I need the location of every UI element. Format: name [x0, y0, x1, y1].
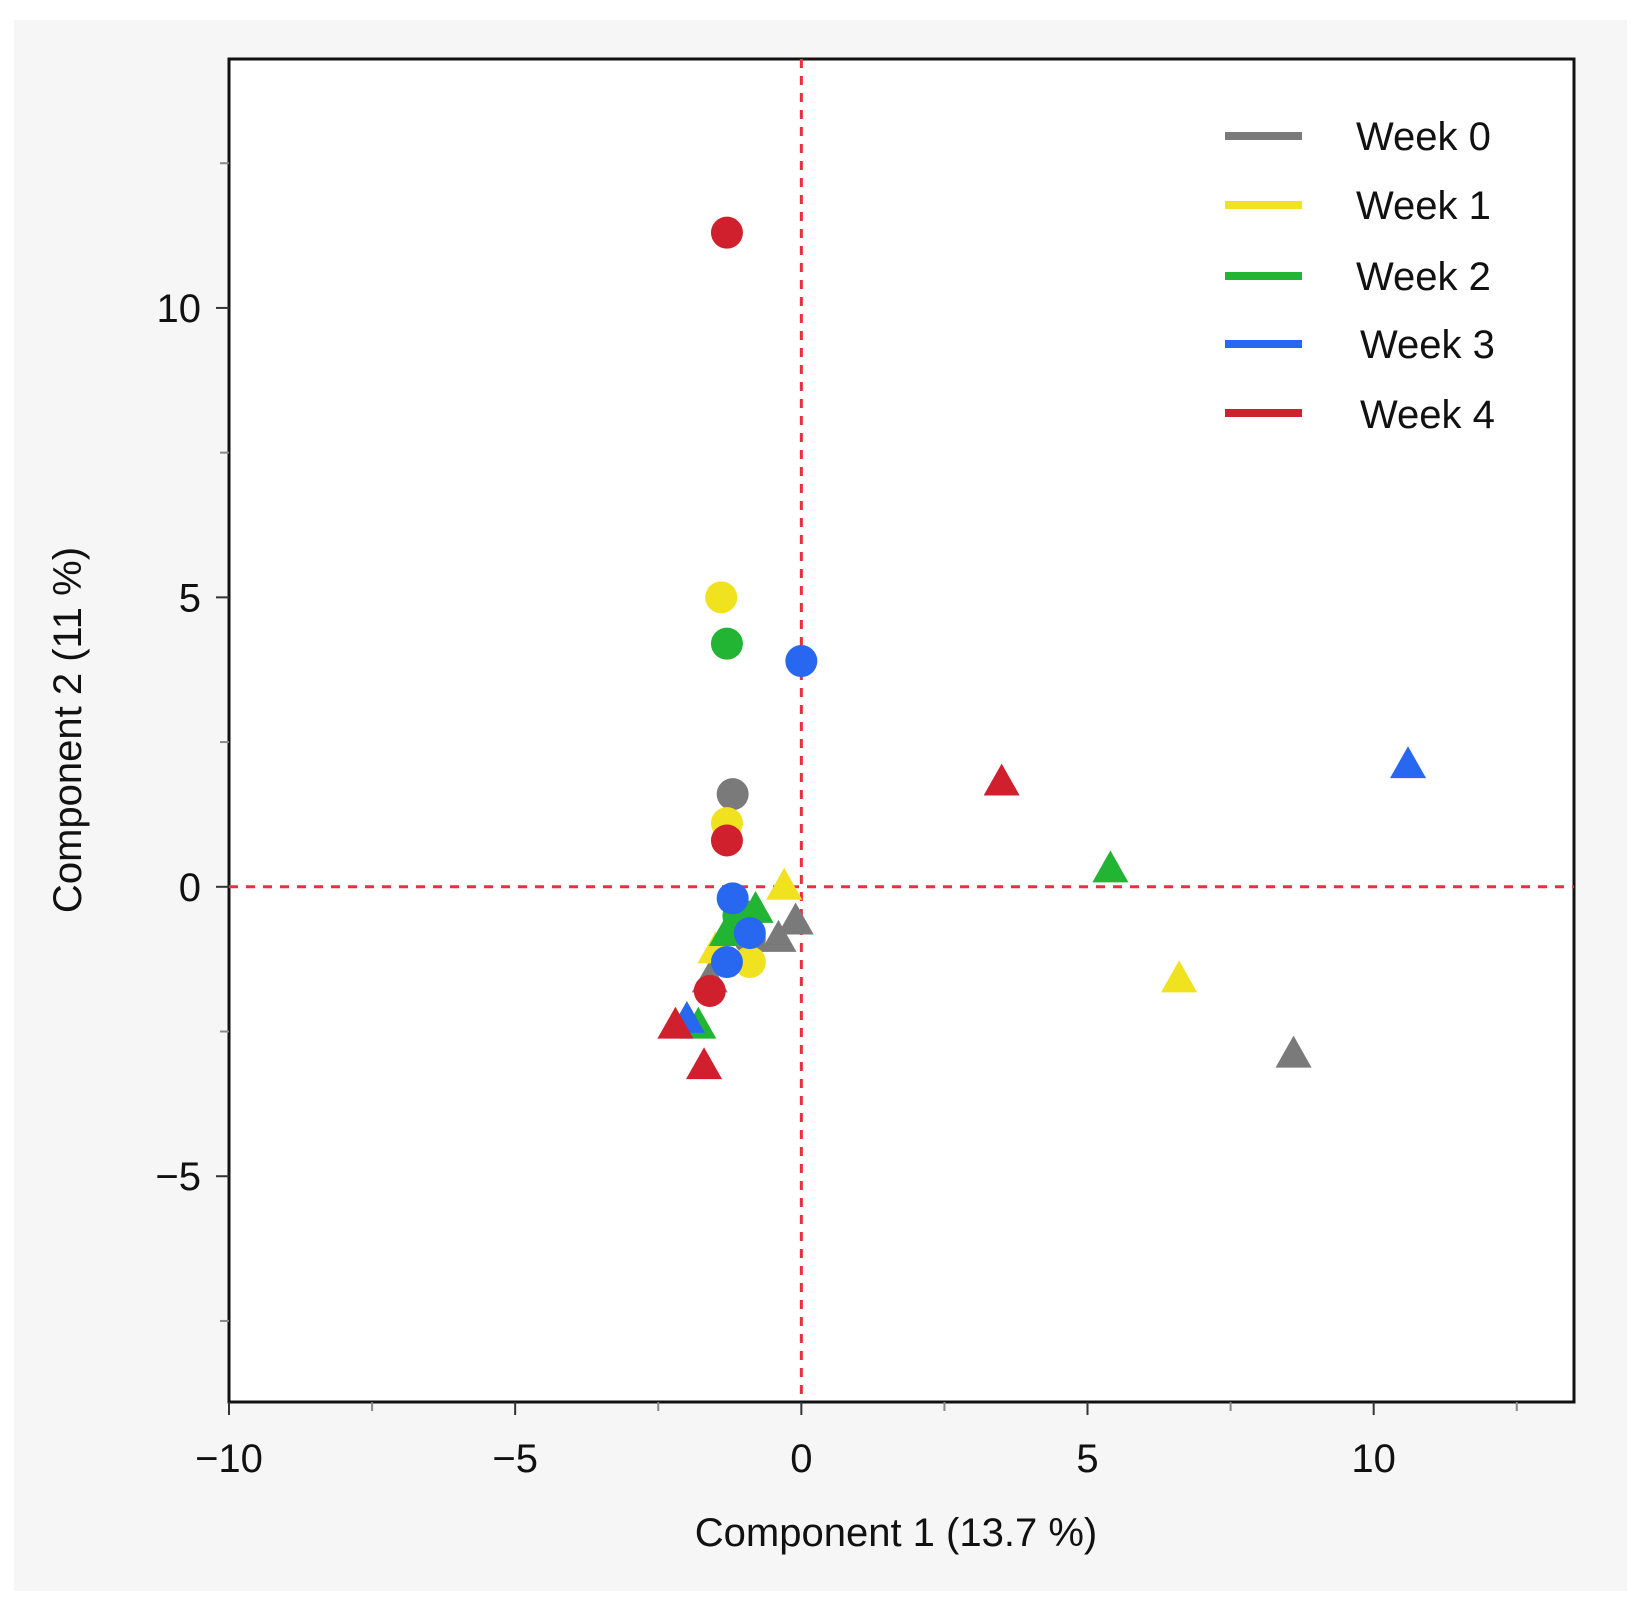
data-point-circle — [710, 824, 743, 857]
data-point-triangle — [1092, 850, 1129, 883]
legend-label: Week 0 — [1356, 115, 1491, 159]
data-point-triangle — [777, 902, 814, 935]
x-tick-label: 5 — [1076, 1437, 1098, 1481]
data-point-circle — [710, 946, 743, 979]
legend-label: Week 4 — [1360, 393, 1495, 437]
data-point-circle — [693, 974, 726, 1007]
y-tick-label: 10 — [157, 287, 202, 331]
data-point-circle — [705, 581, 738, 614]
x-axis-title: Component 1 (13.7 %) — [695, 1511, 1097, 1555]
legend-entry: Week 3 — [1225, 323, 1495, 367]
x-tick-label: −10 — [195, 1437, 263, 1481]
data-point-triangle — [983, 763, 1020, 796]
data-point-triangle — [657, 1006, 694, 1039]
legend-entry: Week 2 — [1225, 255, 1491, 299]
data-point-triangle — [1275, 1035, 1312, 1068]
data-point-triangle — [737, 890, 774, 923]
x-tick-label: −5 — [492, 1437, 538, 1481]
data-point-circle — [710, 216, 743, 249]
data-point-circle — [716, 882, 749, 915]
reference-lines — [229, 59, 1574, 1402]
x-axis-ticks: −10 −5 0 5 10 — [195, 1402, 1518, 1481]
legend: Week 0 Week 1 Week 2 Week 3 Week 4 — [1225, 115, 1495, 437]
y-axis-ticks: −5 0 5 10 — [155, 162, 229, 1322]
legend-label: Week 2 — [1356, 255, 1491, 299]
data-point-circle — [710, 627, 743, 660]
data-point-circle — [733, 946, 766, 979]
data-point-triangle — [1161, 960, 1198, 993]
y-tick-label: 0 — [179, 866, 201, 910]
data-point-triangle — [1389, 746, 1427, 779]
y-tick-label: 5 — [179, 576, 201, 620]
x-tick-label: 10 — [1351, 1437, 1396, 1481]
y-axis-title: Component 2 (11 %) — [46, 547, 90, 913]
legend-label: Week 3 — [1360, 323, 1495, 367]
data-point-triangle — [766, 867, 803, 900]
legend-entry: Week 4 — [1225, 393, 1495, 437]
data-point-circle — [733, 917, 766, 950]
y-tick-label: −5 — [155, 1155, 201, 1199]
data-point-circle — [716, 778, 749, 811]
legend-label: Week 1 — [1356, 184, 1491, 228]
plot-area — [227, 57, 1576, 1404]
legend-entry: Week 1 — [1225, 184, 1491, 228]
data-points — [657, 216, 1427, 1080]
x-tick-label: 0 — [790, 1437, 812, 1481]
data-point-triangle — [685, 1047, 723, 1080]
data-point-circle — [785, 645, 818, 678]
data-point-triangle — [760, 919, 797, 952]
legend-entry: Week 0 — [1225, 115, 1491, 159]
